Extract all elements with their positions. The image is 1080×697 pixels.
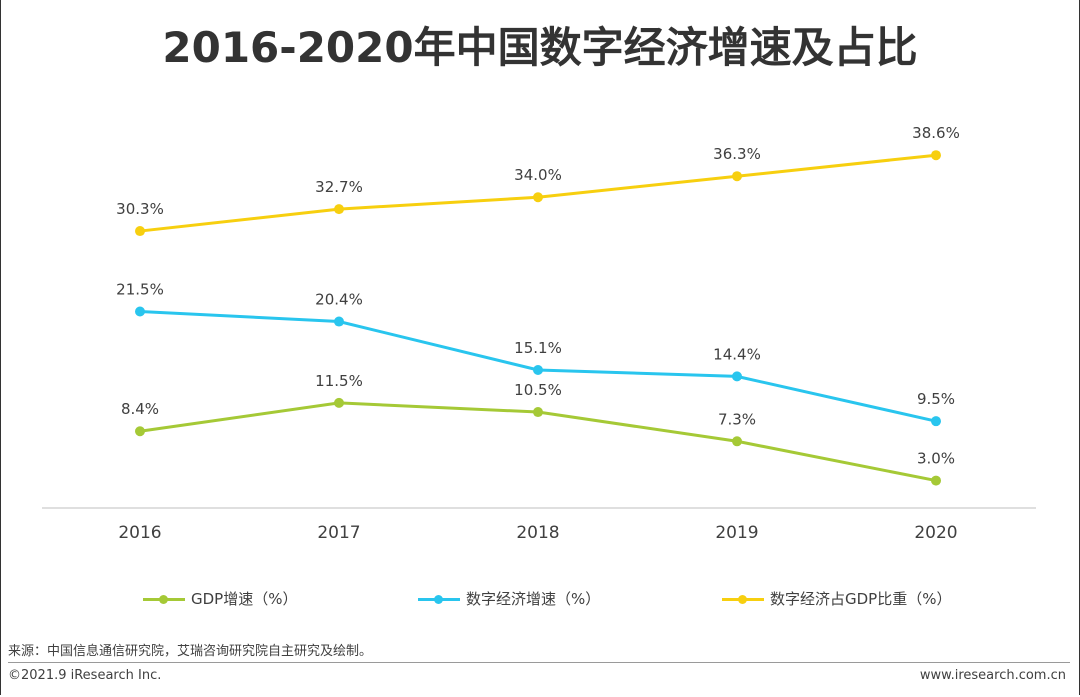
data-label-gdp-growth-2018: 10.5%: [514, 381, 562, 399]
x-tick-label-2016: 2016: [118, 523, 161, 543]
data-point-digital-economy-share-2016: [135, 226, 145, 237]
data-label-digital-economy-share-2019: 36.3%: [713, 145, 761, 163]
data-point-gdp-growth-2019: [732, 436, 742, 447]
data-label-gdp-growth-2016: 8.4%: [121, 400, 159, 418]
data-point-gdp-growth-2018: [533, 407, 543, 418]
data-label-gdp-growth-2017: 11.5%: [315, 372, 363, 390]
data-point-gdp-growth-2020: [931, 475, 941, 486]
data-point-digital-economy-share-2020: [931, 150, 941, 161]
data-label-digital-economy-share-2016: 30.3%: [116, 200, 164, 218]
footer-divider: [8, 662, 1070, 663]
x-tick-label-2018: 2018: [516, 523, 559, 543]
legend-item-digital-growth: 数字经济增速（%）: [418, 588, 600, 609]
legend-label-digital-share: 数字经济占GDP比重（%）: [770, 590, 952, 608]
chart-title: 2016-2020年中国数字经济增速及占比: [162, 23, 918, 72]
data-point-digital-economy-share-2019: [732, 171, 742, 182]
data-label-digital-economy-share-2020: 38.6%: [912, 124, 960, 142]
copyright: ©2021.9 iResearch Inc.: [8, 668, 162, 683]
data-point-digital-economy-growth-2019: [732, 371, 742, 382]
data-label-digital-economy-share-2017: 32.7%: [315, 178, 363, 196]
series-digital-economy-growth: 21.5% 20.4% 15.1% 14.4% 9.5%: [116, 280, 955, 427]
data-point-gdp-growth-2017: [334, 397, 344, 408]
data-label-gdp-growth-2019: 7.3%: [718, 410, 756, 428]
legend-item-gdp: GDP增速（%）: [143, 588, 297, 609]
data-label-digital-economy-growth-2017: 20.4%: [315, 291, 363, 309]
x-tick-label-2017: 2017: [317, 523, 360, 543]
data-label-digital-economy-growth-2018: 15.1%: [514, 339, 562, 357]
series-digital-economy-share: 30.3% 32.7% 34.0% 36.3% 38.6%: [116, 124, 960, 237]
data-point-digital-economy-share-2018: [533, 192, 543, 203]
data-label-digital-economy-growth-2020: 9.5%: [917, 390, 955, 408]
data-label-digital-economy-growth-2016: 21.5%: [116, 280, 164, 298]
website: www.iresearch.com.cn: [919, 668, 1066, 683]
data-point-digital-economy-growth-2016: [135, 306, 145, 317]
data-point-digital-economy-growth-2020: [931, 416, 941, 427]
source-note: 来源：中国信息通信研究院，艾瑞咨询研究院自主研究及绘制。: [8, 644, 373, 659]
data-point-digital-economy-growth-2018: [533, 364, 543, 375]
x-tick-label-2019: 2019: [715, 523, 758, 543]
data-point-digital-economy-growth-2017: [334, 316, 344, 327]
data-label-digital-economy-growth-2019: 14.4%: [713, 345, 761, 363]
data-point-gdp-growth-2016: [135, 426, 145, 437]
data-point-digital-economy-share-2017: [334, 204, 344, 215]
data-label-digital-economy-share-2018: 34.0%: [514, 166, 562, 184]
legend-label-gdp: GDP增速（%）: [191, 590, 298, 608]
legend: GDP增速（%） 数字经济增速（%） 数字经济占GDP比重（%）: [0, 588, 1080, 612]
legend-swatch-digital-growth: [418, 589, 460, 609]
series-gdp-growth: 8.4% 11.5% 10.5% 7.3% 3.0%: [121, 372, 955, 486]
legend-item-digital-share: 数字经济占GDP比重（%）: [722, 588, 951, 609]
legend-swatch-digital-share: [722, 589, 764, 609]
x-tick-label-2020: 2020: [914, 523, 957, 543]
data-label-gdp-growth-2020: 3.0%: [917, 450, 955, 468]
legend-label-digital-growth: 数字经济增速（%）: [466, 590, 601, 608]
legend-swatch-gdp: [143, 589, 185, 609]
